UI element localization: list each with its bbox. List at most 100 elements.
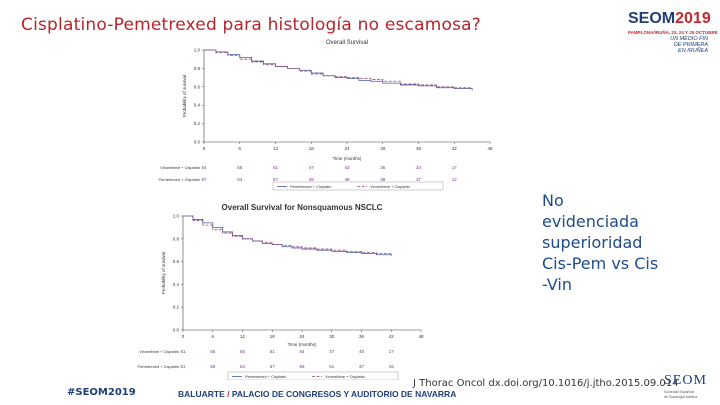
side-note: No evidenciada superioridad Cis-Pem vs C… bbox=[542, 191, 659, 294]
at-risk-value: 64 bbox=[237, 177, 243, 182]
at-risk-value: 51 bbox=[273, 165, 279, 170]
x-tick-label: 6 bbox=[238, 146, 241, 151]
at-risk-value: 64 bbox=[201, 165, 207, 170]
legend-label: Pemetrexed + Cisplatin bbox=[290, 184, 331, 189]
at-risk-value: 39 bbox=[380, 177, 386, 182]
at-risk-value: 56 bbox=[299, 364, 305, 369]
x-axis-label: Time (months) bbox=[333, 156, 362, 161]
at-risk-value: 60 bbox=[210, 364, 216, 369]
at-risk-value: 61 bbox=[180, 364, 186, 369]
at-risk-value: 51 bbox=[270, 349, 276, 354]
logo-brand: SEOM2019 bbox=[628, 10, 711, 28]
at-risk-value: 17 bbox=[389, 349, 395, 354]
logo-brand-year: 2019 bbox=[675, 10, 711, 27]
at-risk-value: 17 bbox=[452, 165, 458, 170]
x-axis-label: Time (months) bbox=[288, 342, 317, 347]
x-tick-label: 36 bbox=[416, 146, 422, 151]
legend-box bbox=[227, 371, 399, 380]
x-tick-label: 18 bbox=[309, 146, 315, 151]
x-tick-label: 42 bbox=[389, 334, 395, 339]
at-risk-value: 12 bbox=[452, 177, 458, 182]
logo-tagline: UN MEDIO FIN DE PRIMERA EN IRUÑEA bbox=[664, 36, 708, 54]
y-tick-label: 0.8 bbox=[194, 66, 201, 71]
series-line-vinorelbine bbox=[183, 215, 392, 255]
at-risk-value: 57 bbox=[270, 364, 276, 369]
y-tick-label: 0.0 bbox=[173, 328, 180, 333]
at-risk-value: 56 bbox=[210, 349, 216, 354]
org-logo-line-2: de Oncología Médica bbox=[664, 395, 698, 399]
legend-label: Pemetrexed + Cisplatin bbox=[245, 374, 286, 379]
at-risk-value: 55 bbox=[240, 349, 246, 354]
at-risk-row-label: Vinorelbine + Cisplatin bbox=[160, 165, 200, 170]
logo-tagline-2: EN IRUÑEA bbox=[678, 48, 708, 54]
x-tick-label: 24 bbox=[344, 146, 350, 151]
y-tick-label: 0.4 bbox=[173, 282, 180, 287]
x-tick-label: 6 bbox=[211, 334, 214, 339]
y-axis-label: Probability of survival bbox=[182, 75, 187, 118]
at-risk-value: 51 bbox=[329, 364, 335, 369]
at-risk-value: 49 bbox=[309, 177, 315, 182]
series-line-vinorelbine bbox=[204, 49, 473, 90]
chart-svg: Overall Survival for Nonsquamous NSCLC 0.… bbox=[138, 203, 424, 380]
at-risk-row-label: Vinorelbine + Cisplatin bbox=[139, 349, 179, 354]
x-tick-label: 18 bbox=[270, 334, 276, 339]
x-tick-label: 48 bbox=[418, 334, 424, 339]
x-tick-label: 0 bbox=[203, 146, 206, 151]
footer-hashtag: #SEOM2019 bbox=[67, 387, 136, 398]
at-risk-value: 47 bbox=[309, 165, 315, 170]
seom2019-logo: SEOM2019 PAMPLONA/IRUÑA, 23, 24 Y 25 OCT… bbox=[620, 6, 718, 60]
y-axis-label: Probability of survival bbox=[161, 252, 166, 295]
at-risk-value: 34 bbox=[416, 165, 422, 170]
x-tick-label: 0 bbox=[182, 334, 185, 339]
at-risk-value: 57 bbox=[273, 177, 279, 182]
x-tick-label: 42 bbox=[452, 146, 458, 151]
x-tick-label: 30 bbox=[380, 146, 386, 151]
logo-tagline-1: UN MEDIO FIN DE PRIMERA bbox=[670, 36, 708, 48]
at-risk-value: 61 bbox=[180, 349, 186, 354]
at-risk-row-label: Pemetrexed + Cisplatin bbox=[159, 177, 200, 182]
at-risk-value: 45 bbox=[359, 349, 365, 354]
at-risk-value: 55 bbox=[237, 165, 243, 170]
series-line-pemetrexed bbox=[183, 215, 392, 256]
y-tick-label: 0.6 bbox=[173, 259, 180, 264]
org-logo-text: SEOM bbox=[664, 373, 707, 388]
at-risk-value: 54 bbox=[240, 364, 246, 369]
nonsquamous-survival-chart: Overall Survival for Nonsquamous NSCLC 0.… bbox=[135, 198, 435, 380]
series-line-pemetrexed bbox=[204, 49, 473, 91]
venue-name: BALUARTE bbox=[178, 389, 225, 399]
x-tick-label: 12 bbox=[240, 334, 246, 339]
y-tick-label: 0.0 bbox=[194, 140, 201, 145]
x-tick-label: 48 bbox=[487, 146, 493, 151]
at-risk-value: 54 bbox=[299, 349, 305, 354]
y-tick-label: 0.2 bbox=[173, 305, 180, 310]
at-risk-row-label: Pemetrexed + Cisplatin bbox=[138, 364, 179, 369]
chart-svg: Overall Survival 0.0 0.2 0.4 0.6 0.8 1.0 0 6 12 18… bbox=[159, 40, 493, 191]
at-risk-value: 67 bbox=[201, 177, 207, 182]
at-risk-value: 47 bbox=[329, 349, 335, 354]
slide-title: Cisplatino-Pemetrexed para histología no… bbox=[21, 15, 481, 35]
x-tick-label: 30 bbox=[329, 334, 335, 339]
legend-box bbox=[272, 181, 444, 191]
at-risk-value: 36 bbox=[380, 165, 386, 170]
y-tick-label: 1.0 bbox=[194, 48, 201, 53]
x-tick-label: 36 bbox=[359, 334, 365, 339]
y-tick-label: 0.2 bbox=[194, 121, 201, 126]
x-tick-label: 12 bbox=[273, 146, 279, 151]
y-tick-label: 0.4 bbox=[194, 103, 201, 108]
overall-survival-chart: Overall Survival 0.0 0.2 0.4 0.6 0.8 1.0 0 6 12 18… bbox=[140, 36, 500, 192]
legend-label: Vinorelbine + Cisplatin bbox=[370, 184, 410, 189]
at-risk-value: 48 bbox=[344, 177, 350, 182]
y-tick-label: 0.8 bbox=[173, 236, 180, 241]
x-tick-label: 24 bbox=[299, 334, 305, 339]
org-logo-line-1: Sociedad Española bbox=[664, 390, 695, 394]
legend-label: Vinorelbine + Cisplatin bbox=[325, 374, 365, 379]
at-risk-value: 43 bbox=[344, 165, 350, 170]
y-tick-label: 0.6 bbox=[194, 84, 201, 89]
logo-subtitle: PAMPLONA/IRUÑA, 23, 24 Y 25 OCTUBRE bbox=[628, 30, 718, 35]
y-tick-label: 1.0 bbox=[173, 214, 180, 219]
seom-society-logo: SEOM Sociedad Española de Oncología Médi… bbox=[662, 372, 718, 402]
at-risk-value: 15 bbox=[389, 364, 395, 369]
citation: J Thorac Oncol dx.doi.org/10.1016/j.jtho… bbox=[413, 378, 679, 389]
logo-brand-prefix: SEOM bbox=[628, 10, 676, 27]
venue-description: PALACIO DE CONGRESOS Y AUDITORIO DE NAVA… bbox=[231, 389, 457, 399]
